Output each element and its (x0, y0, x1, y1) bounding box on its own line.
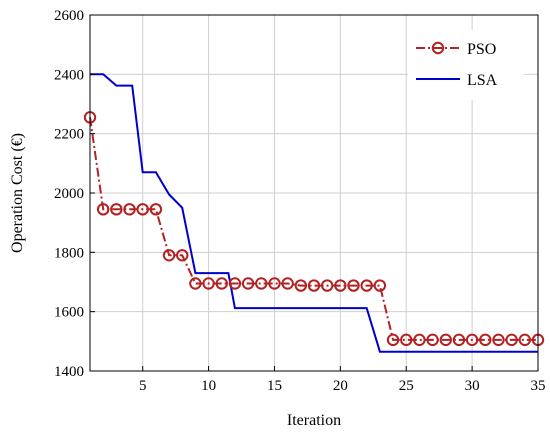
x-tick-label: 35 (531, 378, 546, 394)
pso-point (452, 333, 466, 347)
pso-point (465, 333, 479, 347)
pso-point (228, 277, 242, 290)
y-tick-label: 1600 (54, 305, 84, 321)
x-tick-label: 30 (465, 378, 480, 394)
pso-point (505, 333, 518, 347)
pso-point (479, 333, 492, 347)
pso-point (189, 277, 202, 290)
pso-point (360, 279, 373, 292)
x-tick-label: 10 (201, 378, 216, 394)
pso-point (215, 277, 228, 290)
series-line-pso (89, 117, 538, 341)
y-tick-label: 2000 (54, 186, 84, 202)
y-tick-label: 1400 (54, 364, 84, 380)
pso-point (400, 333, 413, 347)
pso-point (162, 249, 176, 262)
pso-point (241, 277, 255, 290)
x-tick-label: 5 (139, 378, 147, 394)
pso-point (347, 279, 360, 292)
y-tick-label: 2200 (54, 127, 84, 143)
pso-point (268, 277, 281, 290)
pso-point (136, 203, 149, 216)
pso-point (386, 333, 400, 347)
pso-point (413, 333, 426, 347)
x-axis-label: Iteration (287, 412, 341, 429)
legend-box (408, 30, 524, 100)
y-axis-label: Operation Cost (€) (9, 133, 26, 253)
x-tick-label: 15 (267, 378, 282, 394)
legend-lsa-label: LSA (467, 72, 498, 89)
pso-point (149, 203, 163, 216)
pso-point (294, 279, 308, 292)
pso-point (123, 203, 136, 216)
pso-point (439, 333, 452, 347)
y-tick-label: 2600 (54, 8, 84, 24)
pso-point (202, 277, 215, 290)
pso-point (492, 333, 505, 347)
pso-point (110, 203, 123, 216)
pso-point (96, 203, 110, 216)
x-tick-label: 25 (399, 378, 414, 394)
pso-point (255, 277, 268, 290)
legend-pso-label: PSO (467, 41, 496, 58)
y-tick-label: 1800 (54, 245, 84, 261)
y-tick-label: 2400 (54, 67, 84, 83)
x-tick-label: 20 (333, 378, 348, 394)
series-layer (83, 73, 545, 353)
pso-point (281, 277, 294, 290)
pso-point (426, 333, 439, 347)
pso-point (373, 279, 387, 292)
pso-point (176, 249, 189, 262)
legend-pso-marker (431, 41, 445, 55)
pso-point (518, 333, 532, 347)
pso-point (307, 279, 321, 292)
series-line-lsa (90, 73, 538, 353)
legend: PSO LSA (408, 30, 524, 100)
pso-point (334, 279, 347, 292)
axis-ticks: 5 10 15 20 25 30 35 1400 1600 1800 2000 2200 2400 260… (54, 8, 546, 394)
pso-point (320, 279, 334, 292)
